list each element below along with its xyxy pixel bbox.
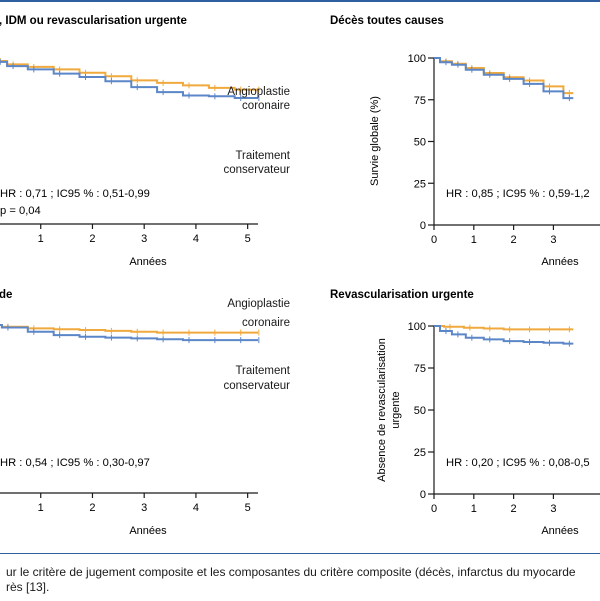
figure: , IDM ou revascularisation urgente 1 2 3 4 5 A… — [0, 15, 600, 537]
x-tick-label: 2 — [511, 503, 517, 515]
y-tick-label: 25 — [414, 447, 426, 459]
chart-panel-3: de 1 2 3 4 5 Années HR : 0,54 ; IC95 % : 0,30-0… — [0, 289, 291, 537]
chart-panel-1: , IDM ou revascularisation urgente 1 2 3 4 5 A… — [0, 15, 291, 268]
x-axis-label: Années — [129, 525, 167, 537]
y-tick-label: 75 — [414, 363, 426, 375]
chart-panel-2: Décès toutes causes 0 1 2 3 Années 0 25 50 75 100 S… — [330, 15, 600, 268]
chart-title: , IDM ou revascularisation urgente — [0, 15, 187, 27]
x-tick-label: 1 — [38, 502, 44, 514]
x-tick-label: 2 — [511, 234, 517, 246]
series-line-2 — [0, 324, 258, 342]
series-label: Angioplastie — [227, 298, 290, 310]
y-tick-label: 50 — [414, 405, 426, 417]
x-tick-label: 4 — [193, 233, 199, 245]
x-tick-label: 2 — [89, 502, 95, 514]
series-label: Traitement — [235, 150, 290, 162]
y-axis-label-line-2: urgente — [390, 391, 402, 428]
y-axis-label-line-1: Absence de revascularisation — [376, 338, 388, 482]
x-tick-label: 0 — [431, 503, 437, 515]
x-axis-label: Années — [541, 525, 579, 537]
y-axis-label: Survie globale (%) — [369, 96, 381, 186]
chart-panel-4: Revascularisation urgente 0 1 2 3 Années 0 25 50… — [330, 289, 600, 537]
figure-caption: ur le critère de jugement composite et l… — [0, 553, 600, 601]
series-label: conservateur — [224, 164, 291, 176]
x-axis-label: Années — [541, 256, 579, 268]
x-tick-label: 5 — [245, 502, 251, 514]
stat-annotation: HR : 0,54 ; IC95 % : 0,30-0,97 — [0, 457, 150, 469]
series-label: Angioplastie — [227, 86, 290, 98]
chart-title: Revascularisation urgente — [330, 289, 474, 301]
x-tick-label: 4 — [193, 502, 199, 514]
stat-annotation: p = 0,04 — [0, 205, 41, 217]
series-label: coronaire — [242, 100, 290, 112]
y-tick-label: 100 — [408, 53, 426, 65]
stat-annotation: HR : 0,85 ; IC95 % : 0,59-1,2 — [446, 188, 590, 200]
chart-title: de — [0, 289, 12, 301]
x-tick-label: 1 — [38, 233, 44, 245]
y-tick-label: 50 — [414, 137, 426, 149]
x-tick-label: 3 — [141, 233, 147, 245]
series-line-2 — [434, 57, 574, 100]
series-label: coronaire — [242, 317, 290, 329]
x-axis-label: Années — [129, 256, 167, 268]
y-tick-label: 25 — [414, 178, 426, 190]
y-tick-label: 0 — [420, 489, 426, 501]
x-tick-label: 3 — [550, 234, 556, 246]
stat-annotation: HR : 0,20 ; IC95 % : 0,08-0,5 — [446, 457, 590, 469]
caption-line-1: ur le critère de jugement composite et l… — [6, 565, 576, 579]
y-tick-label: 0 — [420, 220, 426, 232]
x-tick-label: 2 — [89, 233, 95, 245]
series-line-1 — [434, 325, 574, 331]
y-axis-label: Absence de revascularisation urgente — [376, 338, 402, 482]
x-tick-label: 1 — [471, 234, 477, 246]
series-line-2 — [434, 325, 574, 345]
chart-title: Décès toutes causes — [330, 15, 444, 27]
stat-annotation: HR : 0,71 ; IC95 % : 0,51-0,99 — [0, 188, 150, 200]
x-tick-label: 1 — [471, 503, 477, 515]
series-label: conservateur — [224, 380, 291, 392]
x-tick-label: 0 — [431, 234, 437, 246]
x-tick-label: 3 — [141, 502, 147, 514]
y-tick-label: 100 — [408, 321, 426, 333]
series-label: Traitement — [235, 365, 290, 377]
x-tick-label: 3 — [550, 503, 556, 515]
series-line-1 — [0, 60, 258, 91]
caption-line-2: rès [13]. — [6, 580, 50, 594]
x-tick-label: 5 — [245, 233, 251, 245]
top-rule — [0, 0, 600, 2]
y-tick-label: 75 — [414, 95, 426, 107]
